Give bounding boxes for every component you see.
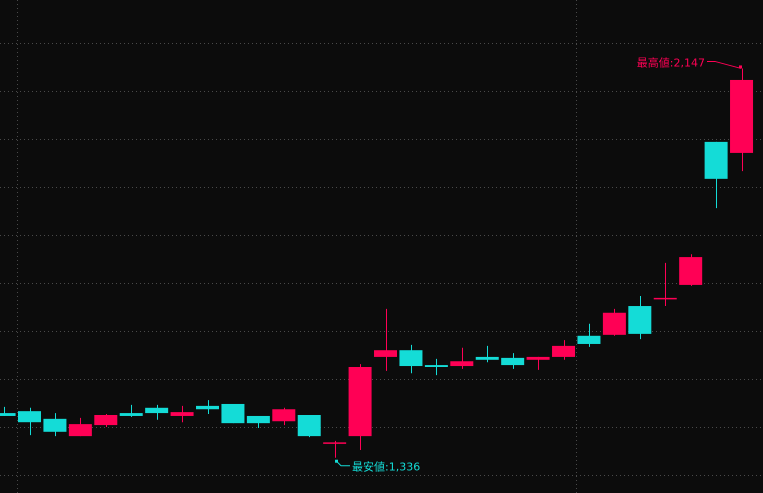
candle-body-down xyxy=(424,365,448,367)
candle-body-up xyxy=(552,345,576,357)
candle-body-down xyxy=(18,411,41,423)
candle-body-down xyxy=(0,413,16,416)
candle-body-up xyxy=(348,367,372,437)
candle-body-down xyxy=(119,413,143,416)
candle-body-down xyxy=(628,306,652,334)
candle-body-down xyxy=(43,418,67,432)
candle-body-down xyxy=(501,357,525,366)
high-arrow-icon xyxy=(739,65,742,69)
candle-body-up xyxy=(653,297,677,300)
candle-body-down xyxy=(297,415,321,437)
candle-body-up xyxy=(323,442,347,444)
low-price-label: 最安値:1,336 xyxy=(352,460,420,474)
candle-body-down xyxy=(246,415,270,424)
candle-body-up xyxy=(602,312,626,335)
candle-body-down xyxy=(475,356,499,360)
low-arrow-icon xyxy=(335,459,338,463)
high-arrow-line xyxy=(707,60,742,69)
candle-body-up xyxy=(526,356,550,360)
candle-body-up xyxy=(450,361,474,367)
candle-body-down xyxy=(704,141,728,179)
candle-body-up xyxy=(272,409,296,422)
candle-body-up xyxy=(374,350,398,357)
candle-body-up xyxy=(679,257,703,285)
candle-body-down xyxy=(577,335,601,344)
candle-body-up xyxy=(68,424,92,437)
high-price-label: 最高値:2,147 xyxy=(637,55,705,69)
candle-body-down xyxy=(221,403,245,424)
candle-body-down xyxy=(145,407,169,414)
candle-body-down xyxy=(399,350,423,367)
candle-body-down xyxy=(196,405,220,410)
candle-body-up xyxy=(94,415,118,426)
candle-body-up xyxy=(170,412,194,416)
candle-body-up xyxy=(730,79,754,153)
low-arrow-line xyxy=(335,460,350,467)
